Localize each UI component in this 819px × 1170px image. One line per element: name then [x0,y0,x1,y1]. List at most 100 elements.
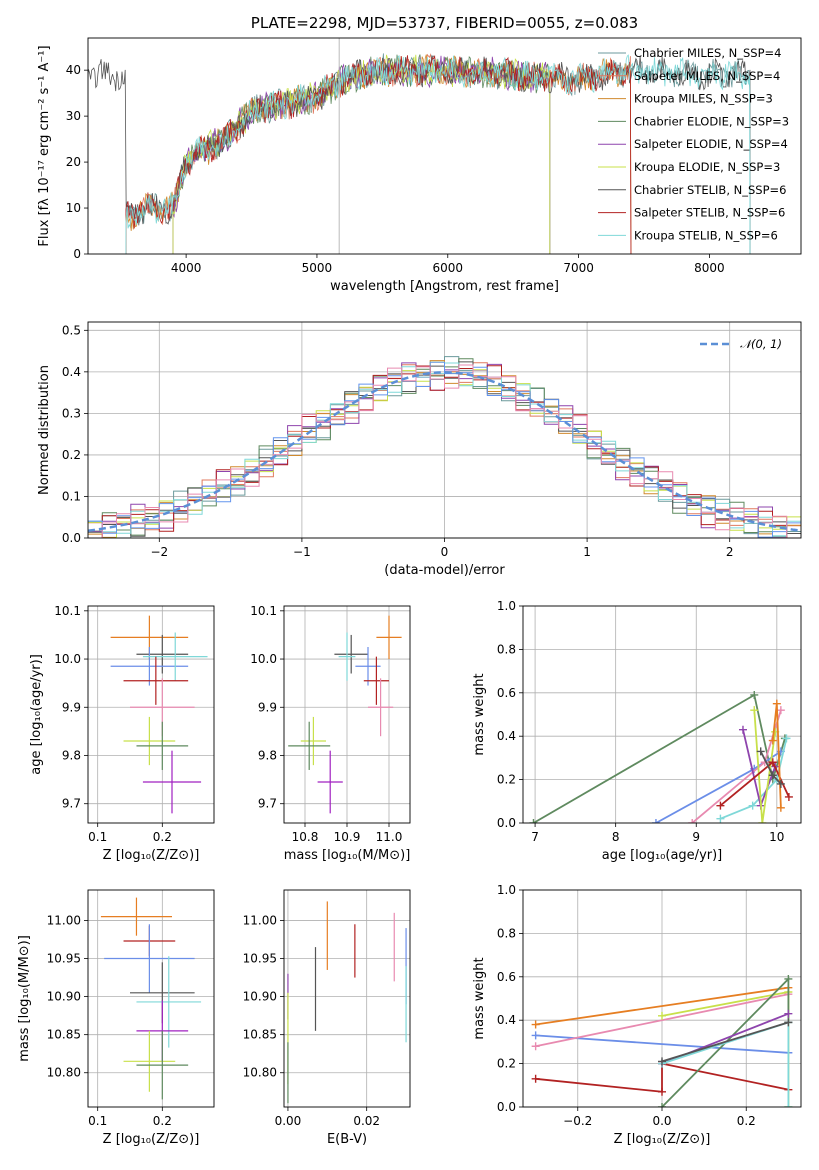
x-tick-label: 0 [441,545,449,559]
x-tick-label: 10 [769,830,784,844]
weight-marker [784,1103,793,1107]
spectrum-line [125,54,632,254]
x-tick-label: 4000 [171,261,202,275]
weight-line [535,1062,789,1093]
panel-6: 0.1 0.2 10.80 10.85 10.90 10.95 11.00 Z [log₁₀(… [17,889,215,1147]
y-tick-label: 9.9 [62,700,81,714]
x-axis-label: age [log₁₀(age/yr)] [602,848,723,863]
panel-1: 4000 5000 6000 7000 8000 0 10 20 30 40 wavelength … [37,14,802,294]
x-tick-label: 0.02 [353,1114,380,1128]
panel-4: 10.8 10.9 11.0 9.7 9.8 9.9 10.0 10.1 mass [log₁₀… [250,604,411,863]
y-tick-label: 10.1 [54,604,81,618]
weight-marker [651,819,660,823]
weight-marker [768,771,777,780]
panel-3: 0.1 0.2 9.7 9.8 9.9 10.0 10.1 Z [log₁₀(Z/Z⊙)] ag… [29,604,215,863]
weight-line [661,1021,789,1063]
y-tick-label: 10.85 [47,1028,81,1042]
y-tick-label: 0.4 [62,365,81,379]
weight-marker [776,803,785,812]
x-axis-label: Z [log₁₀(Z/Z⊙)] [103,848,200,863]
y-tick-label: 10 [66,201,81,215]
x-tick-label: 6000 [432,261,463,275]
y-tick-label: 10.90 [243,990,277,1004]
y-tick-label: 0 [73,247,81,261]
histogram-step [88,364,801,538]
y-tick-label: 1.0 [497,599,516,613]
legend-entry: Kroupa MILES, N_SSP=3 [634,92,773,106]
weight-marker [782,734,791,743]
x-axis-label: mass [log₁₀(M/M⊙)] [284,848,411,863]
y-tick-label: 0.1 [62,489,81,503]
y-tick-label: 9.7 [258,797,277,811]
y-tick-label: 0.0 [497,1100,516,1114]
y-tick-label: 0.5 [62,323,81,337]
x-axis-label: Z [log₁₀(Z/Z⊙)] [614,1132,711,1147]
y-tick-label: 9.9 [258,700,277,714]
y-axis-label: Flux [fλ 10⁻¹⁷ erg cm⁻² s⁻¹ A⁻¹] [37,45,52,246]
x-axis-label: E(B-V) [327,1132,367,1147]
weight-marker [531,1042,540,1051]
x-tick-label: 7000 [563,261,594,275]
x-axis-label: wavelength [Angstrom, rest frame] [330,279,559,294]
y-tick-label: 10.80 [47,1066,81,1080]
plot-area [88,38,751,254]
weight-marker [658,1087,666,1096]
panel-7: 0.00 0.02 10.80 10.85 10.90 10.95 11.00 E(B-V) [243,889,411,1147]
spectrum-line [172,54,551,254]
y-tick-label: 0.4 [497,1013,516,1027]
weight-marker [784,792,793,801]
weight-marker [784,1018,793,1027]
y-axis-label: mass weight [472,957,487,1039]
normal-curve [88,371,801,532]
x-tick-label: 0.2 [737,1114,756,1128]
legend-entry: Salpeter STELIB, N_SSP=6 [634,206,785,220]
y-axis-label: age [log₁₀(age/yr)] [29,654,44,775]
legend-entry: Chabrier STELIB, N_SSP=6 [634,183,786,197]
weight-marker [531,1020,540,1029]
y-tick-label: 10.1 [250,604,277,618]
y-tick-label: 10.90 [47,990,81,1004]
y-tick-label: 0.2 [497,1057,516,1071]
y-tick-label: 0.0 [497,816,516,830]
x-axis-label: (data-model)/error [384,563,505,578]
weight-marker [748,801,757,810]
y-tick-label: 9.7 [62,797,81,811]
x-tick-label: 11.0 [376,830,403,844]
legend-entry: Kroupa STELIB, N_SSP=6 [634,228,778,242]
y-axis-label: Normed distribution [37,365,52,495]
legend-entry: Salpeter ELODIE, N_SSP=4 [634,137,788,151]
weight-marker [531,1074,540,1083]
y-tick-label: 10.85 [243,1028,277,1042]
y-tick-label: 0.6 [497,686,516,700]
weight-marker [716,801,725,810]
x-tick-label: −2 [150,545,168,559]
legend-entry: Salpeter MILES, N_SSP=4 [634,69,780,83]
panel-5: 7 8 9 10 0.0 0.2 0.4 0.6 0.8 1.0 age [log₁₀(age/yr… [472,599,802,863]
x-tick-label: 0.1 [88,830,107,844]
weight-marker [531,1031,540,1040]
x-tick-label: 8000 [694,261,725,275]
x-tick-label: 2 [726,545,734,559]
y-tick-label: 9.8 [62,748,81,762]
y-tick-label: 11.00 [47,913,81,927]
y-tick-label: 10.95 [243,952,277,966]
axes-frame [522,605,802,824]
y-tick-label: 40 [66,63,81,77]
axes-frame [283,605,411,824]
weight-marker [768,758,777,767]
weight-marker [738,725,747,734]
x-tick-label: 0.2 [153,1114,172,1128]
weight-marker [758,819,767,823]
legend-entry: Chabrier MILES, N_SSP=4 [634,46,781,60]
y-tick-label: 0.0 [62,531,81,545]
weight-marker [658,1057,666,1066]
x-tick-label: 1 [583,545,591,559]
plot-area [288,615,402,814]
y-tick-label: 0.8 [497,642,516,656]
weight-marker [768,736,777,745]
weight-marker [776,779,785,788]
weight-marker [658,1103,666,1107]
axes-frame [87,37,802,255]
weight-marker [772,699,781,708]
